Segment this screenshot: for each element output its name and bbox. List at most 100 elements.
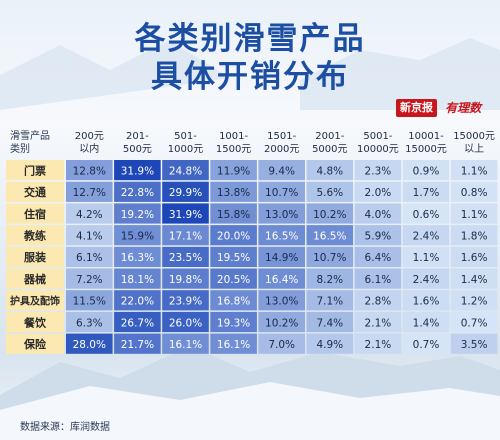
cell-value-label: 12.7% [73,187,106,199]
heatmap-cell [210,333,257,354]
heatmap-cell [162,268,209,289]
row-label-bg [6,160,64,181]
cell-value-label: 0.9% [413,165,440,177]
heatmap-cell [114,203,161,224]
cell-value-label: 10.2% [265,317,298,329]
cell-value-label: 4.8% [316,165,343,177]
heatmap-cell [114,290,161,311]
cell-value-label: 2.4% [413,230,440,242]
cell-value-label: 16.3% [121,252,154,264]
column-header: 以内 [79,142,99,155]
heatmap-cell [162,311,209,333]
title-line-2: 具体开销分布 [151,59,349,95]
column-header: 15000元 [405,144,447,155]
data-source: 数据来源：库润数据 [20,422,110,433]
far-mountain-right [300,38,500,110]
cell-value-label: 1.6% [413,296,440,308]
cell-value-label: 1.1% [413,252,440,264]
heatmap-cell [210,268,257,289]
cell-value-label: 23.9% [169,296,202,308]
heatmap-cell [354,246,402,267]
heatmap-cell [450,290,498,311]
cell-value-label: 6.1% [76,252,103,264]
cell-value-label: 12.8% [73,165,106,177]
heatmap-cell [354,160,402,181]
heatmap-cell [354,311,402,333]
row-label: 教练 [23,228,46,242]
column-header: 5001- [363,131,392,142]
row-label: 护具及配饰 [10,295,60,308]
corner-header-line: 类别 [10,142,30,155]
heatmap-cell [210,311,257,333]
cell-value-label: 13.0% [265,296,298,308]
cell-value-label: 17.1% [169,230,202,242]
cell-value-label: 2.0% [365,187,392,199]
cell-value-label: 24.8% [169,165,202,177]
heatmap-cell [258,160,305,181]
cell-value-label: 2.4% [413,274,440,286]
column-header: 2001- [315,131,344,142]
cell-value-label: 10.7% [265,187,298,199]
heatmap-cell [162,225,209,246]
heatmap-cell [402,290,450,311]
cell-value-label: 29.9% [169,187,202,199]
column-header: 2000元 [264,144,299,155]
cell-value-label: 6.1% [365,274,392,286]
cell-value-label: 2.3% [365,165,392,177]
heatmap-cell [114,181,161,202]
heatmap-cell [210,203,257,224]
row-label: 住宿 [24,207,46,221]
heatmap-cell [66,246,113,267]
cell-value-label: 19.8% [169,274,202,286]
row-label: 餐饮 [23,315,47,329]
heatmap-cell [210,290,257,311]
heatmap-cell [402,203,450,224]
cell-value-label: 16.4% [265,274,298,286]
cell-value-label: 20.0% [217,230,250,242]
cell-value-label: 19.2% [121,209,154,221]
cell-value-label: 22.8% [121,187,154,199]
heatmap-cell [306,203,354,224]
heatmap-cell [258,246,305,267]
heatmap-cell [450,333,498,354]
far-mountain [0,40,230,110]
row-label-bg [6,290,64,311]
row-label-bg [6,268,64,289]
cell-value-label: 22.0% [121,296,154,308]
heatmap-cell [66,290,113,311]
cell-value-label: 9.4% [268,165,295,177]
heatmap-cell [306,268,354,289]
heatmap-cell [258,225,305,246]
heatmap-cell [402,333,450,354]
bottom-snow [0,382,500,440]
heatmap-cell [162,333,209,354]
cell-value-label: 7.1% [316,296,343,308]
heatmap-cell [114,333,161,354]
cell-value-label: 16.5% [313,230,346,242]
heatmap-cell [354,203,402,224]
heatmap-cell [66,311,113,333]
cell-value-label: 10.2% [313,209,346,221]
cell-value-label: 19.3% [217,317,250,329]
cell-value-label: 0.7% [413,339,440,351]
cell-value-label: 19.5% [217,252,250,264]
cell-value-label: 5.9% [365,230,392,242]
cell-value-label: 10.7% [313,252,346,264]
heatmap-cell [306,246,354,267]
cell-value-label: 4.1% [76,230,103,242]
cell-value-label: 1.1% [461,209,488,221]
cell-value-label: 7.2% [76,274,103,286]
cell-value-label: 1.7% [413,187,440,199]
heatmap-cell [258,290,305,311]
heatmap-cell [306,290,354,311]
column-header: 200元 [75,131,104,142]
heatmap-cell [114,246,161,267]
cell-value-label: 13.0% [265,209,298,221]
heatmap-cell [162,181,209,202]
row-label-bg [6,333,64,354]
cell-value-label: 31.9% [121,165,154,177]
cell-value-label: 11.5% [73,296,106,308]
cell-value-label: 1.4% [413,317,440,329]
heatmap-cell [210,181,257,202]
